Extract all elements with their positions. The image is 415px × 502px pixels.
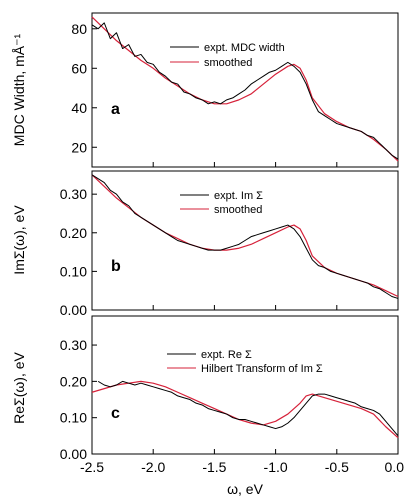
panel-b-y-tick-label: 0.20 xyxy=(60,225,87,241)
panel-b-y-tick-label: 0.10 xyxy=(60,263,87,279)
panel-b-y-ticks: 0.00 0.10 0.20 0.30 xyxy=(60,186,97,318)
panel-b: 0.00 0.10 0.20 0.30 ImΣ(ω), eV b expt. Im Σ… xyxy=(11,170,399,318)
x-tick-label: 0.0 xyxy=(385,459,405,475)
panel-c-y-ticks: 0.00 0.10 0.20 0.30 xyxy=(60,337,97,462)
panel-c-legend-label-hilbert: Hilbert Transform of Im Σ xyxy=(201,363,323,375)
panel-a-y-tick-label: 20 xyxy=(71,139,87,155)
panel-c-y-tick-label: 0.30 xyxy=(60,337,87,353)
panel-b-y-axis-title: ImΣ(ω), eV xyxy=(11,205,27,275)
panel-b-letter: b xyxy=(111,258,121,275)
panel-c-series xyxy=(91,380,399,439)
panel-c-legend-label-expt: expt. Re Σ xyxy=(201,349,252,361)
panel-b-legend: expt. Im Σ smoothed xyxy=(180,190,263,216)
x-tick-labels: -2.5 -2.0 -1.5 -1.0 -0.5 0.0 xyxy=(80,459,404,475)
panel-b-legend-label-expt: expt. Im Σ xyxy=(214,190,263,202)
panel-c-y-axis-title: ReΣ(ω), eV xyxy=(11,351,27,423)
panel-c-y-tick-label: 0.10 xyxy=(60,410,87,426)
panel-a-y-tick-label: 60 xyxy=(71,60,87,76)
x-tick-label: -2.5 xyxy=(80,459,104,475)
panel-a-legend-label-expt: expt. MDC width xyxy=(204,42,285,54)
panel-a-letter: a xyxy=(111,101,120,118)
x-tick-label: -2.0 xyxy=(141,459,165,475)
panel-a-series-expt-line xyxy=(91,22,399,160)
x-tick-label: -0.5 xyxy=(325,459,349,475)
panel-a-series xyxy=(91,16,399,162)
x-tick-label: -1.0 xyxy=(264,459,288,475)
panel-c-y-tick-label: 0.20 xyxy=(60,373,87,389)
panel-a-x-ticks xyxy=(91,162,399,167)
panel-b-y-tick-label: 0.00 xyxy=(60,302,87,318)
panel-a: 20 40 60 80 MDC Width, mÅ⁻¹ a expt. MDC wid… xyxy=(11,12,399,168)
x-tick-label: -1.5 xyxy=(202,459,226,475)
panel-a-legend: expt. MDC width smoothed xyxy=(170,42,285,69)
panel-c-frame xyxy=(91,315,399,455)
panel-a-legend-label-smoothed: smoothed xyxy=(204,57,252,69)
panel-c-x-ticks xyxy=(91,449,399,454)
panel-a-y-ticks: 20 40 60 80 xyxy=(71,21,97,155)
panel-c-letter: c xyxy=(111,405,120,422)
panel-b-x-ticks xyxy=(91,305,399,310)
panel-b-frame xyxy=(91,170,399,311)
panel-b-series xyxy=(91,174,399,299)
panel-c-series-expt-line xyxy=(97,380,399,437)
panel-b-legend-label-smoothed: smoothed xyxy=(214,204,262,216)
panel-c-y-tick-label: 0.00 xyxy=(60,446,87,462)
panel-a-y-axis-title: MDC Width, mÅ⁻¹ xyxy=(11,33,27,146)
x-axis-title: ω, eV xyxy=(227,481,263,497)
panel-c: 0.00 0.10 0.20 0.30 ReΣ(ω), eV c expt. Re Σ… xyxy=(11,315,399,462)
panel-a-series-fit-line xyxy=(91,16,399,162)
panel-b-series-expt-line xyxy=(91,174,399,299)
panel-a-y-tick-label: 80 xyxy=(71,21,87,37)
panel-c-series-fit-line xyxy=(91,380,399,439)
panel-a-frame xyxy=(91,12,399,168)
panel-c-legend: expt. Re Σ Hilbert Transform of Im Σ xyxy=(167,349,323,375)
panel-a-y-tick-label: 40 xyxy=(71,100,87,116)
panel-b-y-tick-label: 0.30 xyxy=(60,186,87,202)
